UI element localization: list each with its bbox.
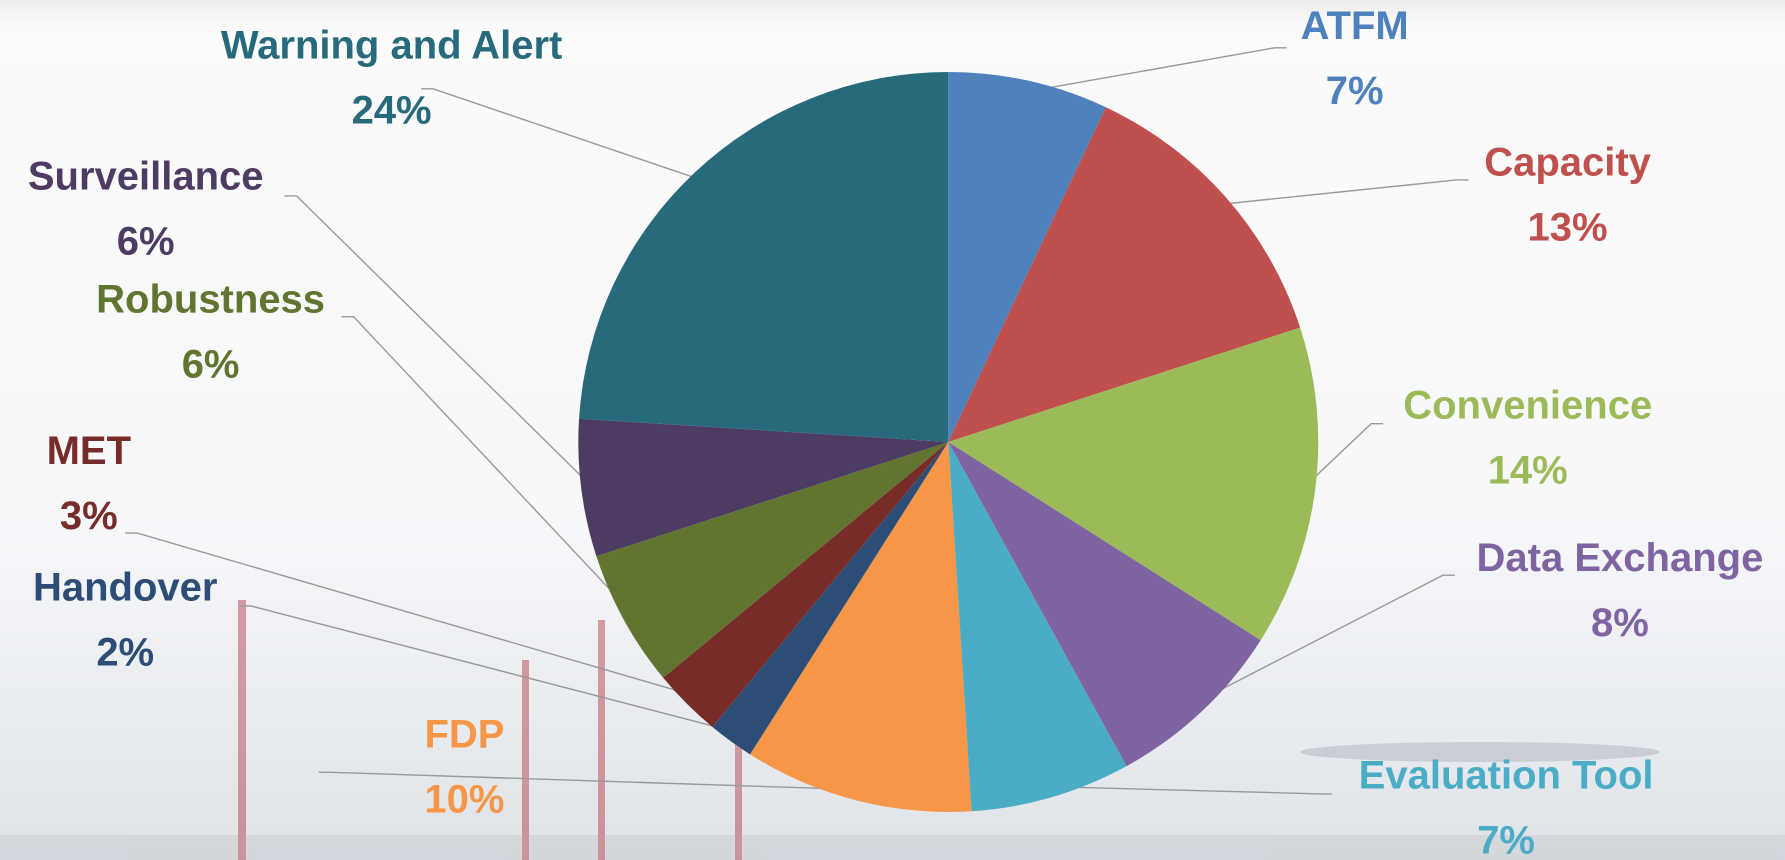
slice-name: Handover (33, 566, 218, 610)
pie-slice (712, 441, 949, 755)
leader-lines (125, 47, 1469, 795)
leader-line (1303, 423, 1384, 488)
slice-name: Surveillance (28, 154, 264, 198)
pie-slice (578, 418, 949, 557)
leader-line (125, 532, 695, 697)
pie-slice (948, 441, 1127, 812)
leader-line (239, 605, 738, 733)
leader-line (1048, 785, 1332, 795)
slice-name: Capacity (1484, 141, 1651, 185)
slice-value-label: 13% (1528, 206, 1608, 250)
pie-slice (750, 441, 972, 812)
leader-line (1026, 47, 1287, 93)
pie-slice (579, 71, 949, 442)
slice-name: Robustness (96, 277, 325, 321)
leader-line (284, 195, 593, 488)
pie-slice (948, 107, 1301, 442)
slice-value-label: 6% (117, 219, 175, 263)
slice-value-label: 7% (1477, 818, 1535, 860)
leader-line (341, 315, 635, 616)
scenery (0, 600, 1785, 860)
slice-name: Warning and Alert (221, 23, 562, 67)
slice-name: Evaluation Tool (1359, 754, 1654, 798)
slice-value-label: 14% (1488, 448, 1568, 492)
leader-line (421, 88, 703, 182)
slice-name: FDP (424, 713, 504, 757)
leader-line (318, 771, 860, 791)
slice-value-label: 24% (352, 88, 432, 132)
slice-value-label: 10% (424, 777, 504, 821)
slice-value-label: 2% (96, 631, 154, 675)
slice-name: Data Exchange (1477, 536, 1764, 580)
leader-line (1217, 179, 1469, 206)
pie (578, 71, 1319, 812)
pie-slice (948, 327, 1319, 641)
slice-value-label: 6% (182, 342, 240, 386)
slice-name: Convenience (1403, 383, 1652, 427)
pie-slice (948, 441, 1261, 767)
labels: ATFM 7% Capacity 13% Convenience 14% Data Exch… (28, 4, 1763, 860)
slice-value-label: 8% (1591, 601, 1649, 645)
pie-slice (948, 71, 1106, 442)
leader-line (1193, 574, 1455, 705)
pie-slice (596, 441, 949, 678)
pie-slice (663, 441, 949, 728)
slice-name: MET (47, 429, 131, 473)
slice-value-label: 7% (1326, 69, 1384, 113)
slice-name: ATFM (1301, 4, 1409, 48)
slice-value-label: 3% (60, 494, 118, 538)
